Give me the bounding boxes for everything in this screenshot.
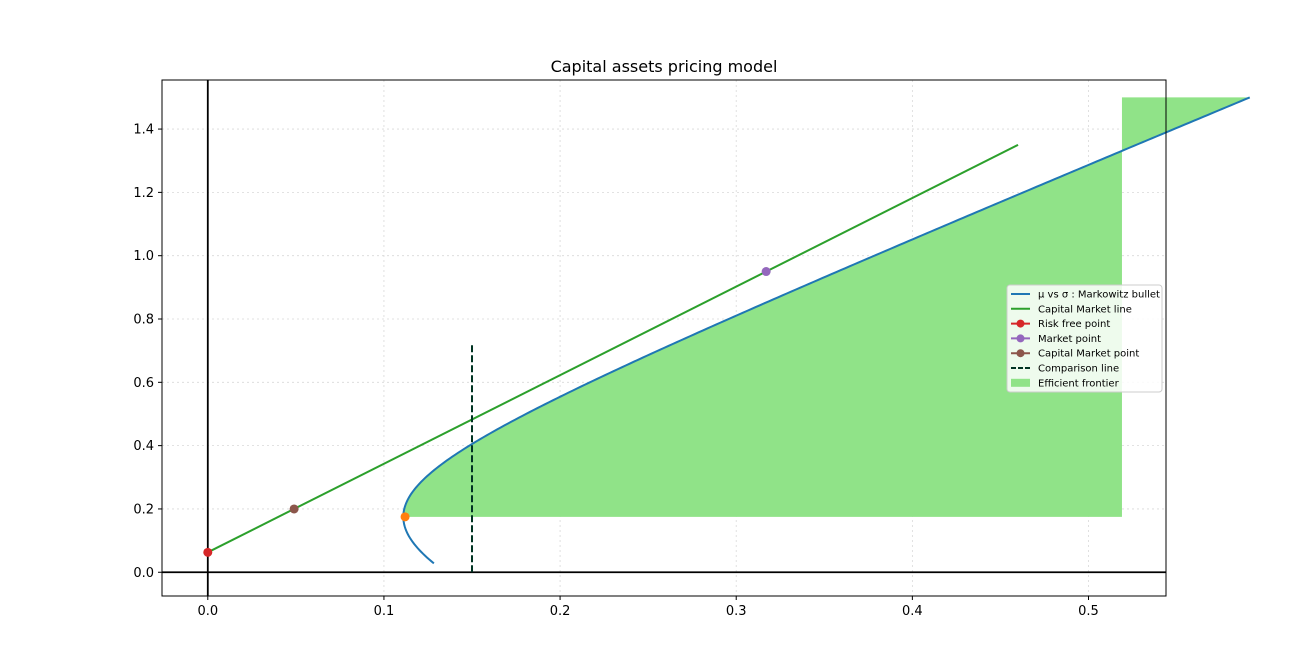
legend-marker <box>1016 349 1025 358</box>
x-tick-label: 0.4 <box>902 604 923 619</box>
legend-label: Comparison line <box>1038 364 1119 375</box>
series-points <box>203 267 771 557</box>
y-axis: 0.0 0.2 0.4 0.6 0.8 1.0 1.2 1.4 <box>133 123 162 581</box>
x-tick-label: 0.0 <box>197 604 218 619</box>
x-axis: 0.0 0.1 0.2 0.3 0.4 0.5 <box>197 596 1099 619</box>
y-tick-label: 0.6 <box>133 376 154 391</box>
y-tick-label: 0.0 <box>133 566 154 581</box>
markowitz-bullet-line <box>402 96 1251 565</box>
legend-swatch <box>1011 378 1030 387</box>
legend-label: Efficient frontier <box>1038 378 1120 389</box>
market-point <box>761 267 771 277</box>
legend-label: μ vs σ : Markowitz bullet <box>1038 290 1160 301</box>
y-tick-label: 0.8 <box>133 313 154 328</box>
legend-box <box>1006 284 1163 393</box>
legend: μ vs σ : Markowitz bullet Capital Market … <box>1006 284 1163 393</box>
plot-frame <box>161 79 1167 597</box>
x-tick-label: 0.5 <box>1078 604 1099 619</box>
y-tick-label: 1.2 <box>133 186 154 201</box>
y-tick-label: 1.4 <box>133 123 154 138</box>
legend-label: Market point <box>1038 334 1101 345</box>
legend-marker <box>1016 334 1025 343</box>
series-lines <box>162 80 1251 596</box>
legend-label: Capital Market line <box>1038 304 1132 315</box>
y-tick-label: 0.4 <box>133 439 154 454</box>
min-variance-point <box>400 512 410 522</box>
legend-marker <box>1016 319 1025 328</box>
risk-free-point <box>203 547 213 557</box>
legend-label: Capital Market point <box>1038 349 1139 360</box>
x-tick-label: 0.1 <box>374 604 395 619</box>
efficient-frontier-area <box>403 97 1250 517</box>
chart-title: Capital assets pricing model <box>551 57 778 76</box>
y-tick-label: 0.2 <box>133 502 154 517</box>
legend-label: Risk free point <box>1038 319 1110 330</box>
x-tick-label: 0.3 <box>726 604 747 619</box>
capital-market-line <box>207 144 1019 554</box>
x-tick-label: 0.2 <box>550 604 571 619</box>
capital-market-point <box>289 504 299 514</box>
y-tick-label: 1.0 <box>133 249 154 264</box>
efficient-frontier <box>403 97 1250 517</box>
